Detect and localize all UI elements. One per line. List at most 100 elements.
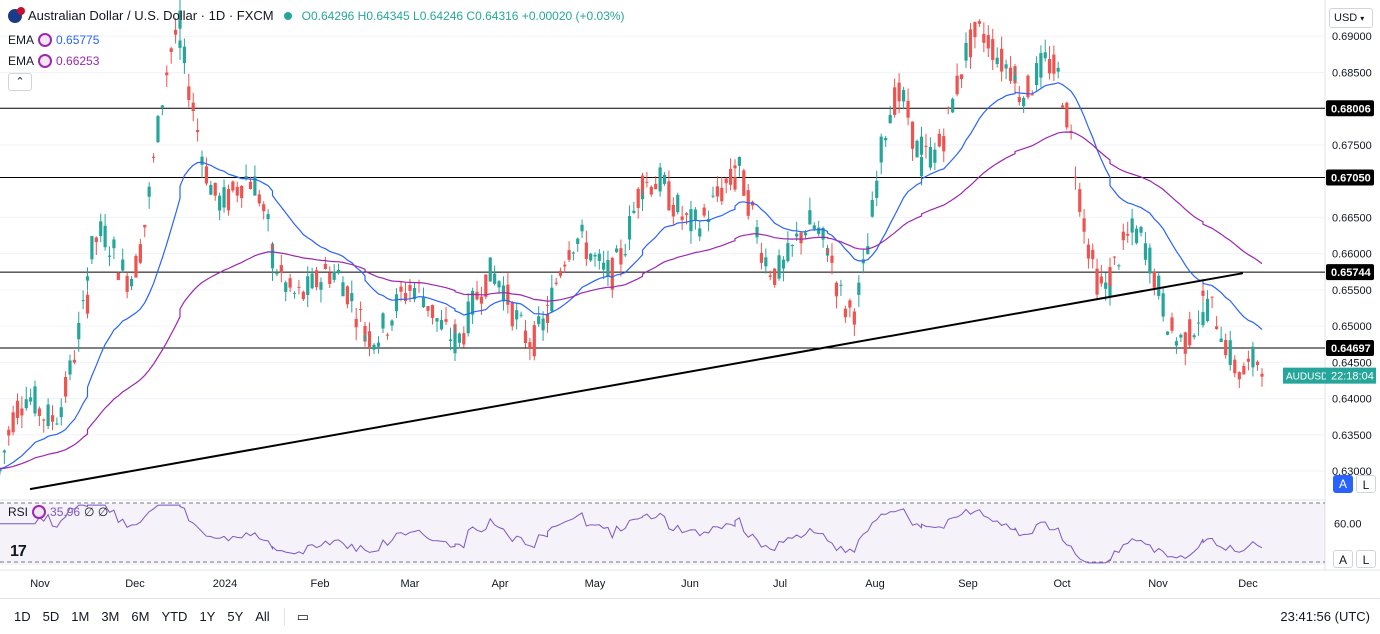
time-tick-label: Apr	[491, 578, 508, 590]
ema-fast-value: 0.65775	[56, 33, 100, 47]
candle-down	[187, 86, 191, 101]
candle-up	[160, 105, 164, 108]
candle-up	[640, 195, 645, 200]
symbol-title[interactable]: Australian Dollar / U.S. Dollar · 1D · F…	[28, 8, 274, 23]
date-range-icon[interactable]: ▭	[296, 608, 309, 624]
rsi-log-scale-button[interactable]: L	[1356, 550, 1376, 568]
timeframe-1d[interactable]: 1D	[14, 609, 31, 624]
candle-up	[421, 297, 426, 308]
candle-up	[77, 322, 81, 340]
candle-down	[475, 291, 479, 300]
candle-up	[1117, 265, 1121, 267]
candle-up	[928, 146, 933, 168]
level-label-box	[1326, 100, 1374, 117]
candle-down	[558, 270, 563, 276]
candle-down	[345, 286, 349, 305]
price-tick-label: 0.68500	[1332, 67, 1372, 79]
ema-fast-line	[0, 82, 1263, 470]
currency-selector[interactable]: USD ▾	[1329, 8, 1373, 28]
candle-up	[1251, 346, 1255, 368]
candle-down	[94, 237, 98, 243]
candle-up	[870, 200, 874, 217]
candle-down	[545, 313, 550, 323]
candle-down	[649, 186, 653, 195]
candle-up	[808, 210, 812, 225]
candle-down	[973, 21, 977, 38]
candle-up	[112, 239, 116, 249]
candle-down	[408, 285, 412, 291]
candle-up	[466, 301, 470, 334]
auto-scale-button[interactable]: A	[1333, 475, 1353, 493]
candle-down	[942, 136, 946, 152]
candle-up	[81, 300, 85, 302]
candle-down	[72, 359, 76, 363]
candle-down	[7, 429, 11, 436]
log-scale-button[interactable]: L	[1356, 475, 1376, 493]
candle-down	[1188, 319, 1192, 346]
timeframe-1m[interactable]: 1M	[71, 609, 90, 624]
candle-up	[901, 90, 906, 102]
countdown-label: 22:18:04	[1331, 371, 1374, 383]
candle-down	[484, 274, 488, 297]
price-chart[interactable]: 0.68006 0.67050 0.65744 0.64697 60.00 0.690…	[0, 0, 1380, 598]
candle-down	[619, 248, 623, 265]
candle-up	[627, 215, 632, 240]
candle-down	[523, 330, 528, 344]
candle-down	[20, 408, 24, 416]
candle-down	[1017, 97, 1021, 103]
rsi-settings-icon[interactable]	[32, 505, 47, 519]
candle-up	[755, 226, 759, 238]
timeframe-3m[interactable]: 3M	[101, 609, 120, 624]
candle-down	[510, 302, 514, 327]
ema-slow-name: EMA	[8, 54, 35, 68]
candle-up	[698, 228, 702, 237]
candle-up	[623, 254, 627, 256]
ema-slow-settings-icon[interactable]	[38, 54, 53, 68]
aud-flag-icon	[8, 6, 25, 23]
timeframe-5d[interactable]: 5D	[42, 609, 60, 624]
timeframe-6m[interactable]: 6M	[131, 609, 150, 624]
candle-down	[37, 408, 41, 416]
candle-up	[90, 236, 94, 260]
candle-up	[1174, 341, 1179, 346]
candle-up	[103, 225, 107, 248]
countdown-tag	[1326, 367, 1376, 384]
rsi-auto-scale-button[interactable]: A	[1333, 550, 1353, 568]
timeframe-1y[interactable]: 1Y	[199, 609, 216, 624]
utc-clock[interactable]: 23:41:56 (UTC)	[1280, 609, 1370, 624]
level-label-box	[1326, 340, 1374, 357]
candle-down	[323, 264, 327, 270]
candle-down	[1215, 326, 1219, 330]
candle-up	[606, 260, 610, 277]
collapse-legend-button[interactable]: ⌃	[8, 73, 32, 91]
timeframe-ytd[interactable]: YTD	[161, 609, 188, 624]
timeframe-5y[interactable]: 5Y	[227, 609, 244, 624]
candle-down	[173, 29, 178, 35]
candle-up	[1130, 218, 1134, 233]
candle-down	[977, 21, 981, 24]
candle-down	[226, 189, 231, 211]
candle-up	[795, 233, 799, 237]
ema-slow-legend[interactable]: EMA 0.66253	[8, 54, 99, 68]
candle-up	[919, 136, 924, 155]
candle-up	[817, 227, 821, 234]
candle-up	[46, 404, 50, 426]
candle-up	[764, 257, 768, 267]
ema-fast-legend[interactable]: EMA 0.65775	[8, 33, 99, 47]
candle-down	[1082, 218, 1086, 232]
candle-up	[178, 10, 182, 29]
toolbar-divider	[283, 607, 285, 626]
candle-down	[645, 181, 649, 183]
candle-down	[759, 252, 764, 263]
timeframe-all[interactable]: All	[255, 609, 270, 624]
candle-up	[1201, 312, 1205, 326]
candle-down	[1260, 373, 1264, 377]
candle-up	[1143, 243, 1148, 260]
candle-up	[915, 140, 919, 158]
rsi-legend[interactable]: RSI 35.96 ∅ ∅	[8, 505, 108, 519]
ema-fast-settings-icon[interactable]	[38, 33, 53, 47]
candle-down	[799, 232, 803, 244]
candle-down	[42, 419, 46, 421]
candle-down	[1091, 249, 1095, 260]
tradingview-logo[interactable]: 17	[10, 543, 27, 560]
